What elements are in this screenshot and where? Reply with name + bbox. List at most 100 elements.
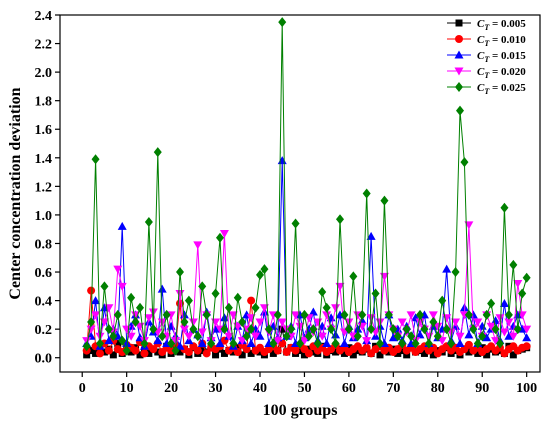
data-point (349, 271, 358, 282)
data-point (407, 331, 416, 342)
data-point (202, 349, 211, 358)
data-point (296, 347, 304, 355)
data-point (122, 345, 131, 356)
legend-marker (454, 50, 464, 59)
data-point (86, 325, 96, 334)
y-tick-label: 1.0 (35, 209, 53, 224)
chart-marks (82, 17, 532, 359)
data-point (149, 345, 158, 354)
data-point (522, 272, 531, 283)
data-point (358, 309, 367, 320)
data-point (509, 259, 518, 270)
data-point (184, 295, 193, 306)
data-point (416, 309, 424, 320)
data-point (304, 349, 313, 358)
legend-label: CT = 0.015 (477, 50, 526, 64)
data-point (82, 337, 92, 346)
data-point (304, 331, 313, 342)
data-point (478, 344, 486, 352)
data-point (260, 264, 269, 275)
data-point (109, 351, 117, 359)
legend-item: CT = 0.020 (447, 66, 526, 80)
data-point (234, 344, 242, 352)
data-point (509, 351, 517, 359)
y-tick-label: 0.8 (35, 237, 53, 252)
data-point (136, 302, 144, 313)
data-point (131, 346, 140, 355)
data-point (247, 349, 255, 357)
series-line (86, 160, 528, 349)
data-point (522, 342, 531, 351)
data-point (455, 332, 465, 341)
data-point (87, 317, 96, 328)
data-point (367, 324, 376, 335)
data-point (233, 292, 242, 303)
data-point (91, 311, 101, 320)
data-point (238, 351, 246, 359)
x-tick-label: 30 (209, 381, 223, 396)
legend-label: CT = 0.025 (477, 82, 526, 96)
data-point (144, 314, 154, 323)
data-point (362, 188, 371, 199)
data-point (251, 332, 261, 341)
data-point (175, 289, 185, 298)
data-point (136, 351, 144, 359)
data-point (491, 324, 500, 335)
data-point (309, 324, 318, 335)
data-point (224, 332, 234, 341)
data-point (198, 281, 207, 292)
data-point (167, 346, 176, 355)
data-point (353, 331, 362, 342)
legend-item: CT = 0.005 (447, 18, 526, 32)
data-point (296, 338, 304, 349)
y-tick-label: 1.8 (35, 95, 53, 110)
data-point (483, 351, 491, 359)
data-point (198, 347, 206, 355)
data-point (322, 302, 331, 313)
data-point (256, 348, 264, 356)
data-point (456, 105, 464, 116)
data-point (220, 349, 228, 357)
data-point (354, 347, 362, 355)
data-point (420, 324, 429, 335)
y-tick-label: 2.2 (35, 38, 53, 53)
y-tick-label: 1.6 (35, 123, 53, 138)
data-point (113, 265, 123, 274)
data-point (167, 338, 176, 349)
plot-frame (59, 14, 541, 373)
y-tick-label: 0.0 (35, 352, 53, 367)
data-point (380, 195, 389, 206)
data-point (317, 332, 327, 341)
data-point (496, 338, 504, 349)
data-point (504, 331, 514, 340)
data-point (207, 338, 216, 349)
data-point (273, 337, 283, 346)
y-tick-label: 2.0 (35, 66, 53, 81)
axes: 0 10 20 30 40 50 60 70 80 90 100 0.0 0.2 0.4 0.6 0.8 1.0… (35, 9, 538, 396)
data-point (273, 346, 282, 355)
data-point (474, 349, 482, 357)
data-point (109, 331, 118, 342)
data-point (305, 345, 313, 353)
data-point (264, 324, 273, 335)
data-point (202, 309, 211, 320)
data-point (438, 295, 447, 306)
data-point (197, 338, 207, 347)
data-point (96, 338, 104, 349)
data-point (291, 218, 300, 229)
data-point (389, 324, 398, 335)
data-point (179, 325, 189, 334)
x-tick-label: 100 (516, 381, 537, 396)
data-point (211, 288, 220, 299)
data-point (127, 348, 135, 356)
legend-marker (454, 67, 464, 76)
data-point (118, 335, 127, 346)
data-point (82, 341, 91, 352)
data-point (340, 349, 348, 357)
data-point (104, 324, 113, 335)
data-point (499, 328, 509, 337)
legend-label: CT = 0.020 (477, 66, 526, 80)
data-point (322, 338, 332, 347)
data-point (184, 348, 193, 357)
